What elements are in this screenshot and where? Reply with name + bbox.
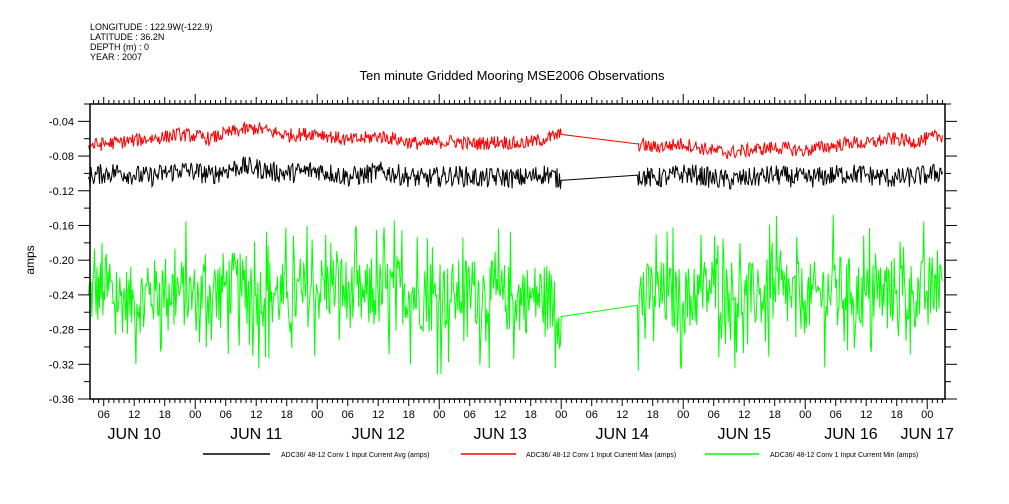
y-tick-label: -0.28: [49, 325, 74, 337]
y-tick-label: -0.36: [49, 394, 74, 406]
day-label: JUN 16: [824, 426, 877, 443]
series-line-avg: [88, 156, 943, 190]
x-tick-label: 00: [311, 409, 323, 421]
y-tick-label: -0.04: [49, 116, 74, 128]
axes-layer: 06 12 18 00 06 12 18 00 06 12 18 00 06 12 18 00 06 12 18 00…: [49, 94, 957, 443]
x-tick-label: 12: [616, 409, 628, 421]
x-tick-label: 18: [403, 409, 415, 421]
x-tick-label: 18: [281, 409, 293, 421]
x-tick-label: 00: [189, 409, 201, 421]
day-label: JUN 11: [230, 426, 282, 443]
chart-title: Ten minute Gridded Mooring MSE2006 Obser…: [360, 68, 665, 83]
y-axis-label: amps: [23, 245, 37, 274]
x-tick-label: 12: [128, 409, 140, 421]
latitude-label: LATITUDE : 36.2N: [90, 32, 165, 42]
legend: ADC36/ 48-12 Conv 1 Input Current Avg (a…: [203, 452, 918, 459]
x-tick-label: 06: [708, 409, 720, 421]
x-tick-label: 00: [921, 409, 933, 421]
x-tick-label: 06: [342, 409, 354, 421]
x-tick-label: 12: [738, 409, 750, 421]
x-tick-label: 12: [250, 409, 262, 421]
y-tick-label: -0.16: [49, 220, 74, 232]
y-tick-label: -0.20: [49, 255, 74, 267]
x-tick-label: 06: [464, 409, 476, 421]
x-tick-label: 06: [98, 409, 110, 421]
day-label: JUN 17: [901, 426, 954, 443]
series-line-max: [88, 120, 943, 160]
legend-label: ADC36/ 48-12 Conv 1 Input Current Max (a…: [526, 452, 676, 459]
x-tick-label: 12: [494, 409, 506, 421]
plot-frame: [89, 103, 946, 400]
legend-label: ADC36/ 48-12 Conv 1 Input Current Min (a…: [770, 452, 918, 459]
x-tick-label: 00: [799, 409, 811, 421]
x-tick-label: 18: [647, 409, 659, 421]
x-tick-label: 12: [372, 409, 384, 421]
depth-label: DEPTH (m) : 0: [90, 42, 150, 52]
x-tick-label: 00: [677, 409, 689, 421]
x-tick-label: 18: [525, 409, 537, 421]
x-tick-label: 00: [555, 409, 567, 421]
longitude-label: LONGITUDE : 122.9W(-122.9): [90, 22, 213, 32]
x-tick-label: 18: [769, 409, 781, 421]
x-tick-label: 18: [159, 409, 171, 421]
day-label: JUN 12: [352, 426, 405, 443]
series-layer: [88, 120, 943, 375]
day-label: JUN 10: [108, 426, 161, 443]
day-label: JUN 14: [596, 426, 649, 443]
day-label: JUN 15: [718, 426, 771, 443]
x-tick-label: 12: [860, 409, 872, 421]
y-tick-label: -0.12: [49, 186, 74, 198]
x-tick-label: 06: [586, 409, 598, 421]
year-label: YEAR : 2007: [90, 52, 143, 62]
y-tick-label: -0.32: [49, 359, 74, 371]
y-tick-label: -0.24: [49, 290, 74, 302]
x-tick-label: 06: [830, 409, 842, 421]
series-line-min: [88, 214, 943, 375]
legend-label: ADC36/ 48-12 Conv 1 Input Current Avg (a…: [281, 452, 430, 459]
y-tick-label: -0.08: [49, 151, 74, 163]
x-tick-label: 18: [891, 409, 903, 421]
x-tick-label: 00: [433, 409, 445, 421]
day-label: JUN 13: [474, 426, 527, 443]
x-tick-label: 06: [220, 409, 232, 421]
